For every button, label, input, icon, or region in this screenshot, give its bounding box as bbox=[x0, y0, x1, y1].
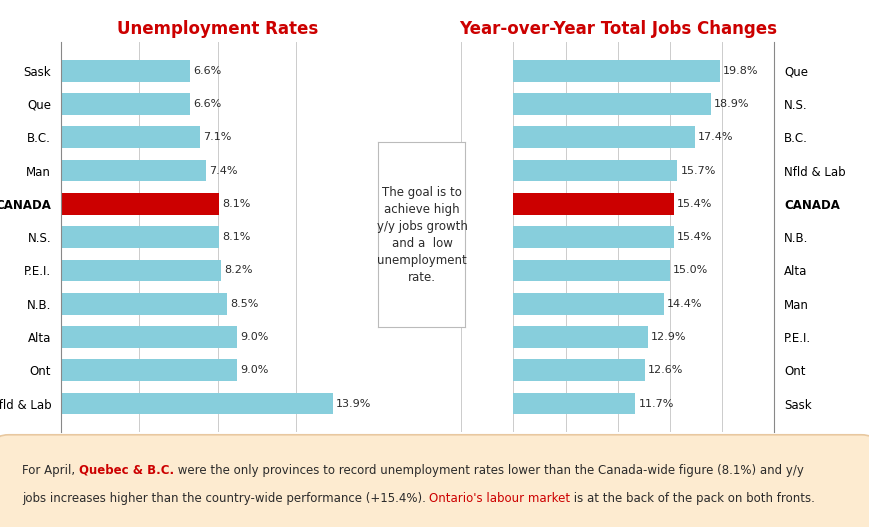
Bar bbox=[513, 359, 644, 381]
Text: 8.2%: 8.2% bbox=[224, 266, 253, 276]
Bar bbox=[61, 160, 206, 181]
Bar bbox=[513, 260, 669, 281]
Text: 12.6%: 12.6% bbox=[647, 365, 682, 375]
Text: Ontario's labour market: Ontario's labour market bbox=[429, 492, 570, 504]
Bar bbox=[61, 226, 219, 248]
Text: 14.4%: 14.4% bbox=[666, 299, 701, 309]
Text: 18.9%: 18.9% bbox=[713, 99, 748, 109]
Title: Year-over-Year Total Jobs Changes: Year-over-Year Total Jobs Changes bbox=[458, 20, 776, 38]
Bar bbox=[61, 359, 236, 381]
Bar bbox=[513, 193, 673, 214]
Text: The goal is to
achieve high
y/y jobs growth
and a  low
unemployment
rate.: The goal is to achieve high y/y jobs gro… bbox=[376, 186, 467, 284]
Bar bbox=[513, 60, 720, 82]
Bar bbox=[513, 160, 676, 181]
Bar bbox=[61, 60, 190, 82]
Text: For April,: For April, bbox=[22, 464, 78, 476]
Text: 9.0%: 9.0% bbox=[240, 332, 268, 342]
Bar bbox=[61, 93, 190, 115]
Bar bbox=[513, 326, 647, 348]
Bar bbox=[513, 226, 673, 248]
Text: 7.4%: 7.4% bbox=[209, 165, 237, 175]
Bar bbox=[513, 126, 694, 148]
Text: 19.8%: 19.8% bbox=[722, 66, 758, 76]
Bar bbox=[61, 193, 219, 214]
Text: 15.4%: 15.4% bbox=[676, 199, 712, 209]
Text: 11.7%: 11.7% bbox=[638, 398, 673, 408]
Text: jobs increases higher than the country-wide performance (+15.4%).: jobs increases higher than the country-w… bbox=[22, 492, 429, 504]
Bar bbox=[513, 93, 710, 115]
Bar bbox=[61, 260, 222, 281]
Text: 15.0%: 15.0% bbox=[673, 266, 707, 276]
Bar bbox=[61, 126, 200, 148]
Text: 9.0%: 9.0% bbox=[240, 365, 268, 375]
Bar bbox=[61, 393, 333, 414]
Text: 13.9%: 13.9% bbox=[335, 398, 371, 408]
Text: 7.1%: 7.1% bbox=[202, 132, 231, 142]
Bar bbox=[61, 326, 236, 348]
Text: 6.6%: 6.6% bbox=[193, 66, 221, 76]
Text: 8.5%: 8.5% bbox=[230, 299, 258, 309]
Title: Unemployment Rates: Unemployment Rates bbox=[116, 20, 318, 38]
Text: 12.9%: 12.9% bbox=[650, 332, 686, 342]
Bar bbox=[61, 293, 227, 315]
Text: Quebec & B.C.: Quebec & B.C. bbox=[78, 464, 174, 476]
Text: is at the back of the pack on both fronts.: is at the back of the pack on both front… bbox=[570, 492, 814, 504]
Text: 15.4%: 15.4% bbox=[676, 232, 712, 242]
Text: 8.1%: 8.1% bbox=[222, 199, 250, 209]
Text: 15.7%: 15.7% bbox=[680, 165, 715, 175]
Bar bbox=[513, 293, 663, 315]
Text: 8.1%: 8.1% bbox=[222, 232, 250, 242]
Text: 17.4%: 17.4% bbox=[697, 132, 733, 142]
Text: were the only provinces to record unemployment rates lower than the Canada-wide : were the only provinces to record unempl… bbox=[174, 464, 803, 476]
Text: 6.6%: 6.6% bbox=[193, 99, 221, 109]
Bar bbox=[513, 393, 634, 414]
